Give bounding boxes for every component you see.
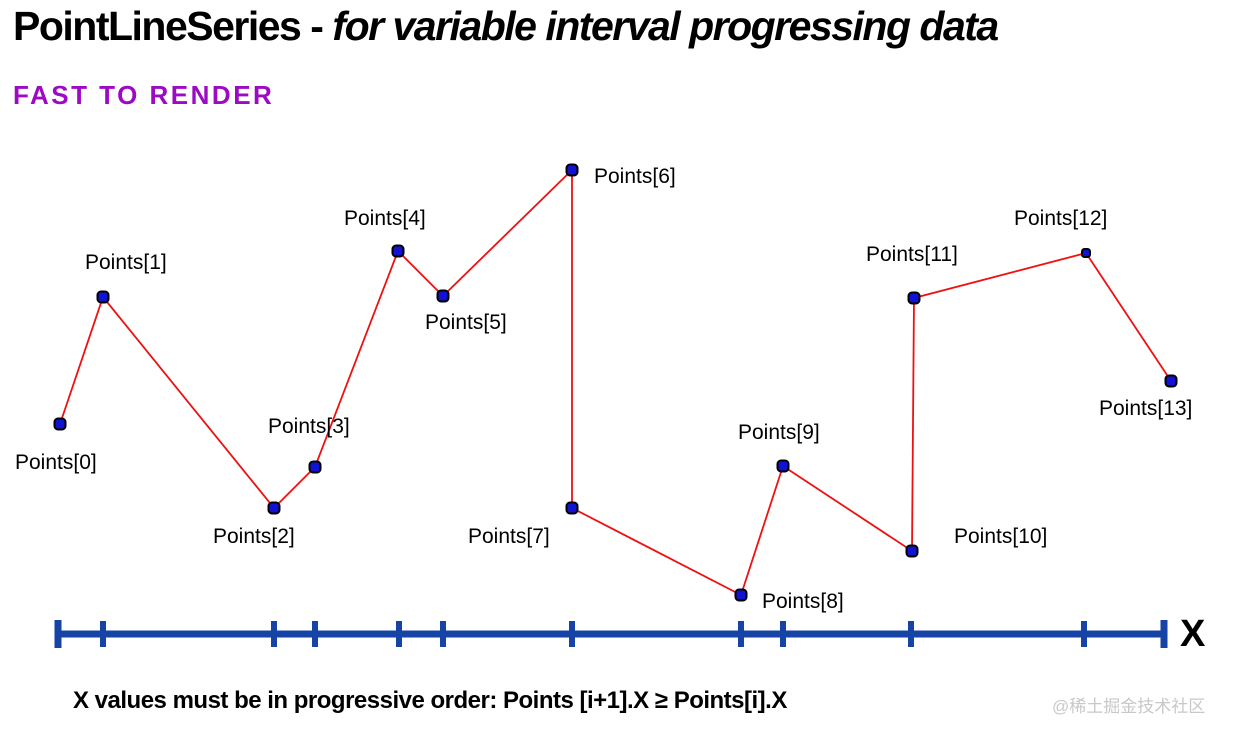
point-marker	[907, 291, 921, 305]
subtitle-fast-to-render: FAST TO RENDER	[13, 80, 275, 110]
point-marker	[1164, 374, 1178, 388]
point-label: Points[0]	[15, 451, 97, 474]
point-marker	[565, 501, 579, 515]
point-label: Points[7]	[468, 525, 550, 548]
page-title: PointLineSeries - for variable interval p…	[13, 3, 999, 50]
point-label: Points[6]	[594, 165, 676, 188]
watermark-text: @稀土掘金技术社区	[1052, 697, 1206, 716]
point-label: Points[11]	[866, 243, 958, 266]
x-axis-endcap	[1160, 620, 1168, 648]
x-axis-label: X	[1180, 613, 1206, 655]
x-axis-tick	[100, 621, 106, 647]
progressive-order-rule-text: X values must be in progressive order: P…	[73, 687, 787, 714]
point-label: Points[12]	[1014, 207, 1108, 230]
x-axis-endcap	[54, 620, 62, 648]
point-label: Points[1]	[85, 251, 167, 274]
point-marker	[905, 544, 919, 558]
x-axis-tick	[1081, 621, 1087, 647]
point-label: Points[3]	[268, 415, 350, 438]
title-italic: for variable interval progressing data	[332, 3, 999, 49]
x-axis-tick	[780, 621, 786, 647]
point-label: Points[5]	[425, 311, 507, 334]
series-line	[59, 167, 1172, 597]
title-main: PointLineSeries -	[13, 3, 324, 49]
point-label: Points[8]	[762, 590, 844, 613]
x-axis-tick	[908, 621, 914, 647]
x-axis-tick	[440, 621, 446, 647]
point-label: Points[13]	[1099, 397, 1193, 420]
x-axis-tick	[271, 621, 277, 647]
point-label: Points[4]	[344, 207, 426, 230]
x-axis-tick	[312, 621, 318, 647]
point-label: Points[9]	[738, 421, 820, 444]
point-marker	[391, 244, 405, 258]
point-label: Points[10]	[954, 525, 1048, 548]
point-marker	[53, 417, 67, 431]
point-marker	[734, 588, 748, 602]
point-marker	[96, 290, 110, 304]
point-marker	[436, 289, 450, 303]
x-axis-tick	[396, 621, 402, 647]
x-axis-tick	[569, 621, 575, 647]
point-marker	[565, 163, 579, 177]
point-marker	[267, 501, 281, 515]
point-label: Points[2]	[213, 525, 295, 548]
point-marker	[776, 459, 790, 473]
x-axis-line	[58, 630, 1164, 638]
point-marker	[1081, 248, 1091, 258]
x-axis-tick	[738, 621, 744, 647]
point-marker	[308, 460, 322, 474]
